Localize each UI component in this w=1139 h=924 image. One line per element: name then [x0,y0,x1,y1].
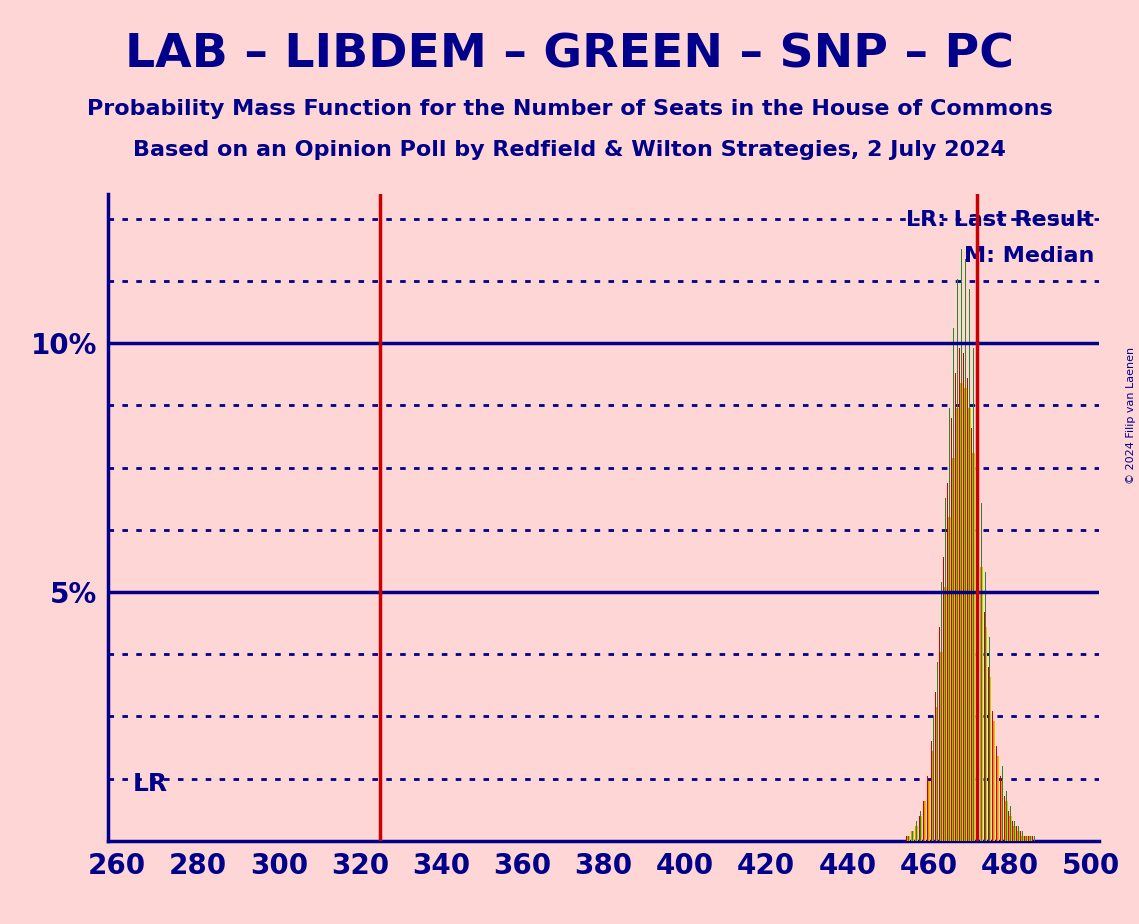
Text: Based on an Opinion Poll by Redfield & Wilton Strategies, 2 July 2024: Based on an Opinion Poll by Redfield & W… [133,140,1006,161]
Text: LR: Last Result: LR: Last Result [907,211,1095,230]
Text: M: Median: M: Median [964,246,1095,266]
Text: © 2024 Filip van Laenen: © 2024 Filip van Laenen [1126,347,1136,484]
Text: Probability Mass Function for the Number of Seats in the House of Commons: Probability Mass Function for the Number… [87,99,1052,119]
Text: LAB – LIBDEM – GREEN – SNP – PC: LAB – LIBDEM – GREEN – SNP – PC [125,32,1014,78]
Text: LR: LR [133,772,169,796]
